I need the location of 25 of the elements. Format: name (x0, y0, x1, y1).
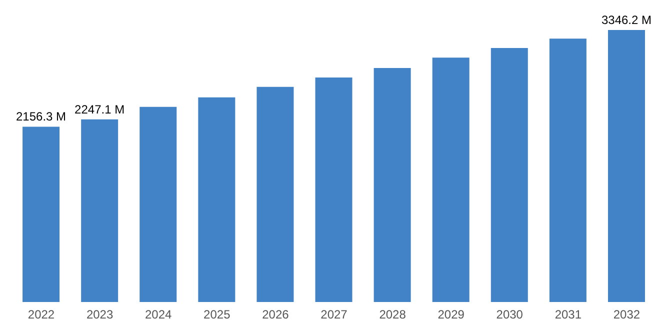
bar (198, 97, 236, 302)
x-tick-label: 2023 (86, 308, 114, 322)
bar (256, 86, 294, 302)
bar (81, 119, 118, 302)
bar (315, 77, 352, 302)
data-label: 2247.1 M (74, 102, 125, 116)
x-tick-label: 2032 (613, 308, 640, 322)
x-tick-label: 2027 (320, 308, 348, 322)
bar (374, 68, 411, 302)
bar (432, 58, 470, 302)
bar (608, 30, 645, 302)
bar (22, 126, 60, 302)
x-tick-label: 2024 (145, 308, 172, 322)
x-tick-label: 2031 (554, 308, 582, 322)
x-tick-label: 2022 (28, 308, 55, 322)
data-label: 3346.2 M (601, 13, 652, 27)
bar (140, 106, 177, 302)
x-tick-label: 2026 (262, 308, 290, 322)
x-tick-label: 2030 (496, 308, 524, 322)
bar (490, 48, 528, 302)
x-tick-label: 2025 (204, 308, 231, 322)
bar (549, 38, 586, 302)
x-tick-label: 2029 (438, 308, 465, 322)
data-label: 2156.3 M (16, 110, 66, 124)
x-tick-label: 2028 (379, 308, 406, 322)
